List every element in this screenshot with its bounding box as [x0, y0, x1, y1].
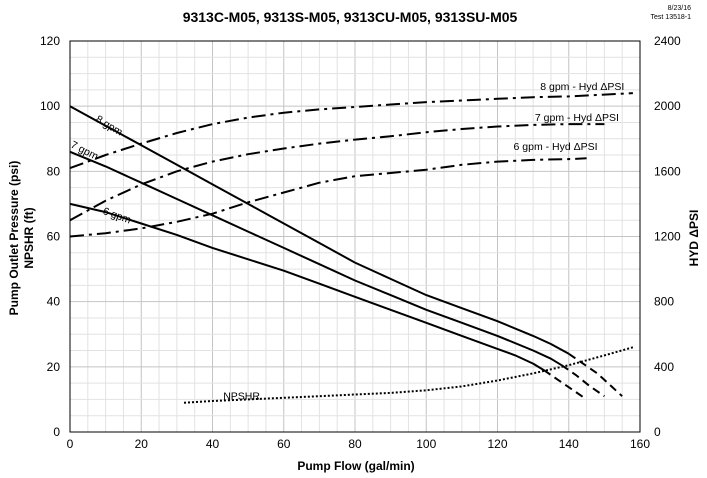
chart-title: 9313C-M05, 9313S-M05, 9313CU-M05, 9313SU…: [183, 9, 518, 25]
x-tick-label: 160: [630, 437, 650, 451]
x-tick-label: 140: [559, 437, 579, 451]
y-tick-label-left: 80: [47, 164, 61, 178]
y-tick-label-left: 40: [47, 295, 61, 309]
series-line-6-gpm-hyd-psi: [69, 157, 587, 238]
x-tick-label: 0: [67, 437, 74, 451]
series-line-7-gpm: [69, 150, 563, 367]
y-tick-label-right: 1200: [654, 230, 681, 244]
series-label-8-gpm-hyd-psi: 8 gpm - Hyd ΔPSI: [540, 81, 624, 93]
x-axis-label: Pump Flow (gal/min): [297, 459, 414, 473]
series-line-8-gpm-hyd-psi: [69, 92, 633, 170]
series-line-extension-8-gpm: [568, 352, 623, 397]
series-label-8-gpm: 8 gpm: [93, 113, 124, 138]
series-label-7-gpm: 7 gpm: [69, 139, 101, 163]
series-label-7-gpm-hyd-psi: 7 gpm - Hyd ΔPSI: [535, 112, 619, 124]
series-line-extension-7-gpm: [561, 364, 605, 398]
axis-ticks: 0 20 40 60 80 100 120 140 1600204060801001200400…: [40, 34, 681, 451]
series-layer: [69, 92, 634, 404]
y-tick-label-right: 1600: [654, 164, 681, 178]
chart-date-note: 8/23/16: [668, 5, 691, 12]
series-line-8-gpm: [69, 105, 570, 355]
y-tick-label-right: 0: [654, 425, 661, 439]
x-tick-label: 120: [487, 437, 507, 451]
y-tick-label-right: 800: [654, 295, 674, 309]
y-tick-label-left: 60: [47, 230, 61, 244]
series-label-6-gpm-hyd-psi: 6 gpm - Hyd ΔPSI: [514, 141, 598, 153]
y-tick-label-left: 0: [53, 425, 60, 439]
y-axis-label-left-pressure: Pump Outlet Pressure (psi): [7, 161, 21, 316]
x-tick-label: 60: [277, 437, 291, 451]
y-axis-label-right: HYD ΔPSI: [687, 210, 701, 267]
series-line-npshr: [183, 346, 634, 404]
x-tick-label: 80: [348, 437, 362, 451]
y-tick-label-right: 2000: [654, 99, 681, 113]
y-tick-label-left: 100: [40, 99, 60, 113]
y-tick-label-right: 2400: [654, 34, 681, 48]
chart-test-note: Test 13518-1: [651, 14, 692, 21]
x-tick-label: 40: [206, 437, 220, 451]
grid-lines: [69, 40, 641, 433]
y-tick-label-left: 20: [47, 360, 61, 374]
x-tick-label: 100: [416, 437, 436, 451]
series-label-npshr: NPSHR: [223, 390, 260, 402]
series-line-6-gpm: [69, 202, 545, 371]
y-axis-label-left-npshr: NPSHR (ft): [22, 207, 36, 268]
series-line-extension-6-gpm: [543, 369, 588, 401]
x-tick-label: 20: [135, 437, 149, 451]
series-line-7-gpm-hyd-psi: [69, 123, 605, 222]
y-tick-label-right: 400: [654, 360, 674, 374]
y-tick-label-left: 120: [40, 34, 60, 48]
